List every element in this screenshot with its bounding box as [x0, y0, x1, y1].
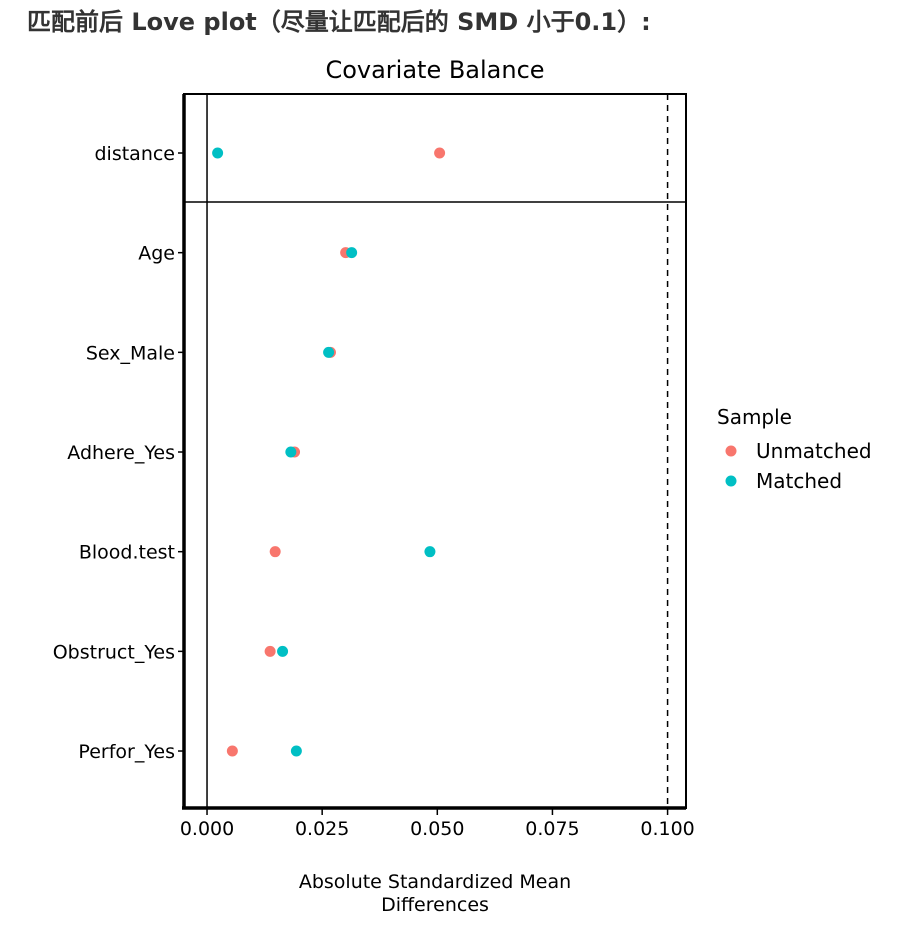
y-tick-label: Obstruct_Yes [53, 641, 175, 663]
x-tick-label: 0.100 [640, 818, 694, 840]
legend-label: Matched [756, 469, 842, 493]
legend-title: Sample [717, 405, 792, 429]
legend-key-matched [725, 475, 737, 487]
y-axis-ticks: distance Age Sex_Male Adhere_Yes Blood.test O… [53, 143, 184, 763]
data-point-unmatched [434, 147, 446, 159]
x-axis-label-line-1: Absolute Standardized Mean [299, 871, 571, 893]
data-point-unmatched [264, 645, 276, 657]
data-point-matched [277, 645, 289, 657]
legend: Sample Unmatched Matched [717, 405, 872, 493]
y-tick-label: distance [94, 143, 175, 165]
data-point-unmatched [226, 745, 238, 757]
x-axis-label-line-2: Differences [381, 894, 489, 916]
data-point-matched [212, 147, 224, 159]
chart-title: Covariate Balance [325, 56, 544, 84]
y-tick-label: Blood.test [79, 542, 175, 564]
y-tick-label: Sex_Male [86, 342, 175, 364]
page-heading: 匹配前后 Love plot（尽量让匹配后的 SMD 小于0.1）: [27, 8, 651, 36]
data-point-unmatched [269, 546, 281, 558]
reference-lines [206, 94, 669, 808]
data-point-matched [424, 546, 436, 558]
data-point-matched [285, 446, 297, 458]
y-tick-label: Perfor_Yes [78, 741, 175, 763]
x-tick-label: 0.050 [410, 818, 464, 840]
x-tick-label: 0.075 [525, 818, 579, 840]
x-axis-ticks: 0.000 0.025 0.050 0.075 0.100 [180, 808, 695, 840]
x-tick-label: 0.025 [295, 818, 349, 840]
data-point-matched [346, 247, 358, 259]
y-tick-label: Age [138, 243, 175, 265]
x-tick-label: 0.000 [180, 818, 234, 840]
legend-key-unmatched [725, 445, 737, 457]
data-point-matched [323, 346, 335, 358]
plot-panel-border [183, 93, 687, 809]
data-points [212, 147, 446, 757]
legend-label: Unmatched [756, 439, 872, 463]
y-tick-label: Adhere_Yes [67, 442, 175, 464]
data-point-matched [290, 745, 302, 757]
